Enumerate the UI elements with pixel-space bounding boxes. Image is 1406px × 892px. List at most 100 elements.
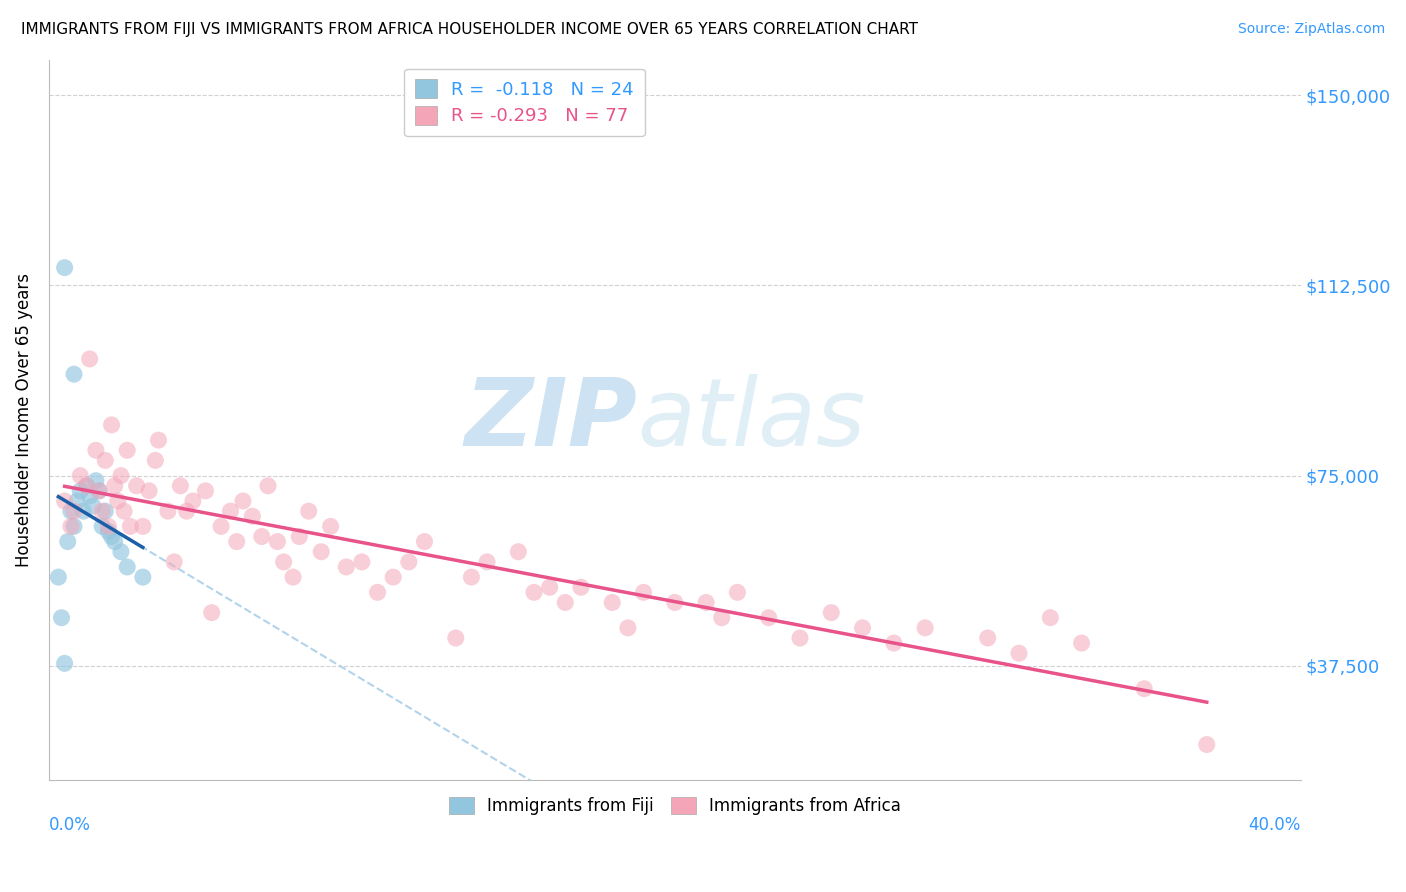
Point (125, 479, 148, 493)
Point (367, 585, 389, 599)
Point (66, 494, 89, 508)
Point (201, 606, 224, 620)
Point (309, 545, 332, 559)
Point (335, 560, 357, 574)
Point (298, 504, 321, 518)
Point (695, 595, 717, 609)
Point (508, 545, 530, 559)
Point (56, 534, 79, 549)
Point (115, 560, 138, 574)
Point (87, 483, 110, 498)
Point (664, 595, 686, 609)
Point (725, 585, 748, 599)
Point (240, 509, 263, 524)
Point (63, 519, 86, 533)
Y-axis label: Householder Income Over 65 years: Householder Income Over 65 years (15, 273, 32, 566)
Point (132, 570, 155, 584)
Point (273, 555, 295, 569)
Point (569, 580, 592, 594)
Point (319, 519, 342, 533)
Point (538, 580, 561, 594)
Point (460, 570, 482, 584)
Point (53, 494, 76, 508)
Point (69, 468, 91, 483)
Point (53, 260, 76, 275)
Point (87, 483, 110, 498)
Point (97, 524, 120, 539)
Point (710, 610, 733, 624)
Point (523, 585, 546, 599)
Point (97, 519, 120, 533)
Point (104, 534, 127, 549)
Point (914, 621, 936, 635)
Point (281, 570, 304, 584)
Point (398, 555, 420, 569)
Point (59, 519, 82, 533)
Point (91, 519, 114, 533)
Point (194, 483, 217, 498)
Point (225, 534, 247, 549)
Point (176, 504, 198, 518)
Point (104, 479, 127, 493)
Point (600, 595, 623, 609)
Point (76, 479, 98, 493)
Point (444, 631, 467, 645)
Point (169, 479, 191, 493)
Point (53, 657, 76, 671)
Point (554, 595, 576, 609)
Point (475, 555, 498, 569)
Point (100, 529, 122, 543)
Point (145, 453, 167, 467)
Point (1039, 610, 1062, 624)
Point (1070, 636, 1092, 650)
Point (79, 351, 101, 366)
Point (977, 631, 1000, 645)
Point (1008, 646, 1031, 660)
Point (94, 453, 117, 467)
Point (132, 519, 155, 533)
Point (851, 621, 873, 635)
Text: 40.0%: 40.0% (1249, 816, 1301, 834)
Point (758, 610, 780, 624)
Text: Source: ZipAtlas.com: Source: ZipAtlas.com (1237, 22, 1385, 37)
Point (94, 504, 117, 518)
Point (266, 534, 288, 549)
Point (617, 621, 640, 635)
Point (413, 534, 436, 549)
Point (110, 545, 132, 559)
Point (115, 443, 138, 458)
Point (350, 555, 373, 569)
Point (63, 367, 86, 381)
Text: 0.0%: 0.0% (49, 816, 91, 834)
Point (120, 519, 142, 533)
Point (107, 494, 129, 508)
Point (51, 610, 73, 624)
Point (84, 474, 107, 488)
Point (789, 631, 811, 645)
Point (91, 504, 114, 518)
Point (110, 468, 132, 483)
Point (76, 479, 98, 493)
Point (112, 504, 135, 518)
Point (250, 529, 273, 543)
Point (84, 443, 107, 458)
Point (72, 504, 94, 518)
Text: atlas: atlas (637, 375, 866, 466)
Point (633, 585, 655, 599)
Point (63, 504, 86, 518)
Point (100, 417, 122, 432)
Text: ZIP: ZIP (464, 374, 637, 466)
Point (148, 433, 170, 447)
Point (257, 479, 280, 493)
Point (883, 636, 905, 650)
Point (79, 489, 101, 503)
Point (382, 570, 405, 584)
Point (48, 570, 70, 584)
Point (820, 606, 842, 620)
Point (209, 519, 232, 533)
Point (59, 504, 82, 518)
Point (1133, 681, 1156, 696)
Point (138, 483, 160, 498)
Point (69, 483, 91, 498)
Point (156, 504, 179, 518)
